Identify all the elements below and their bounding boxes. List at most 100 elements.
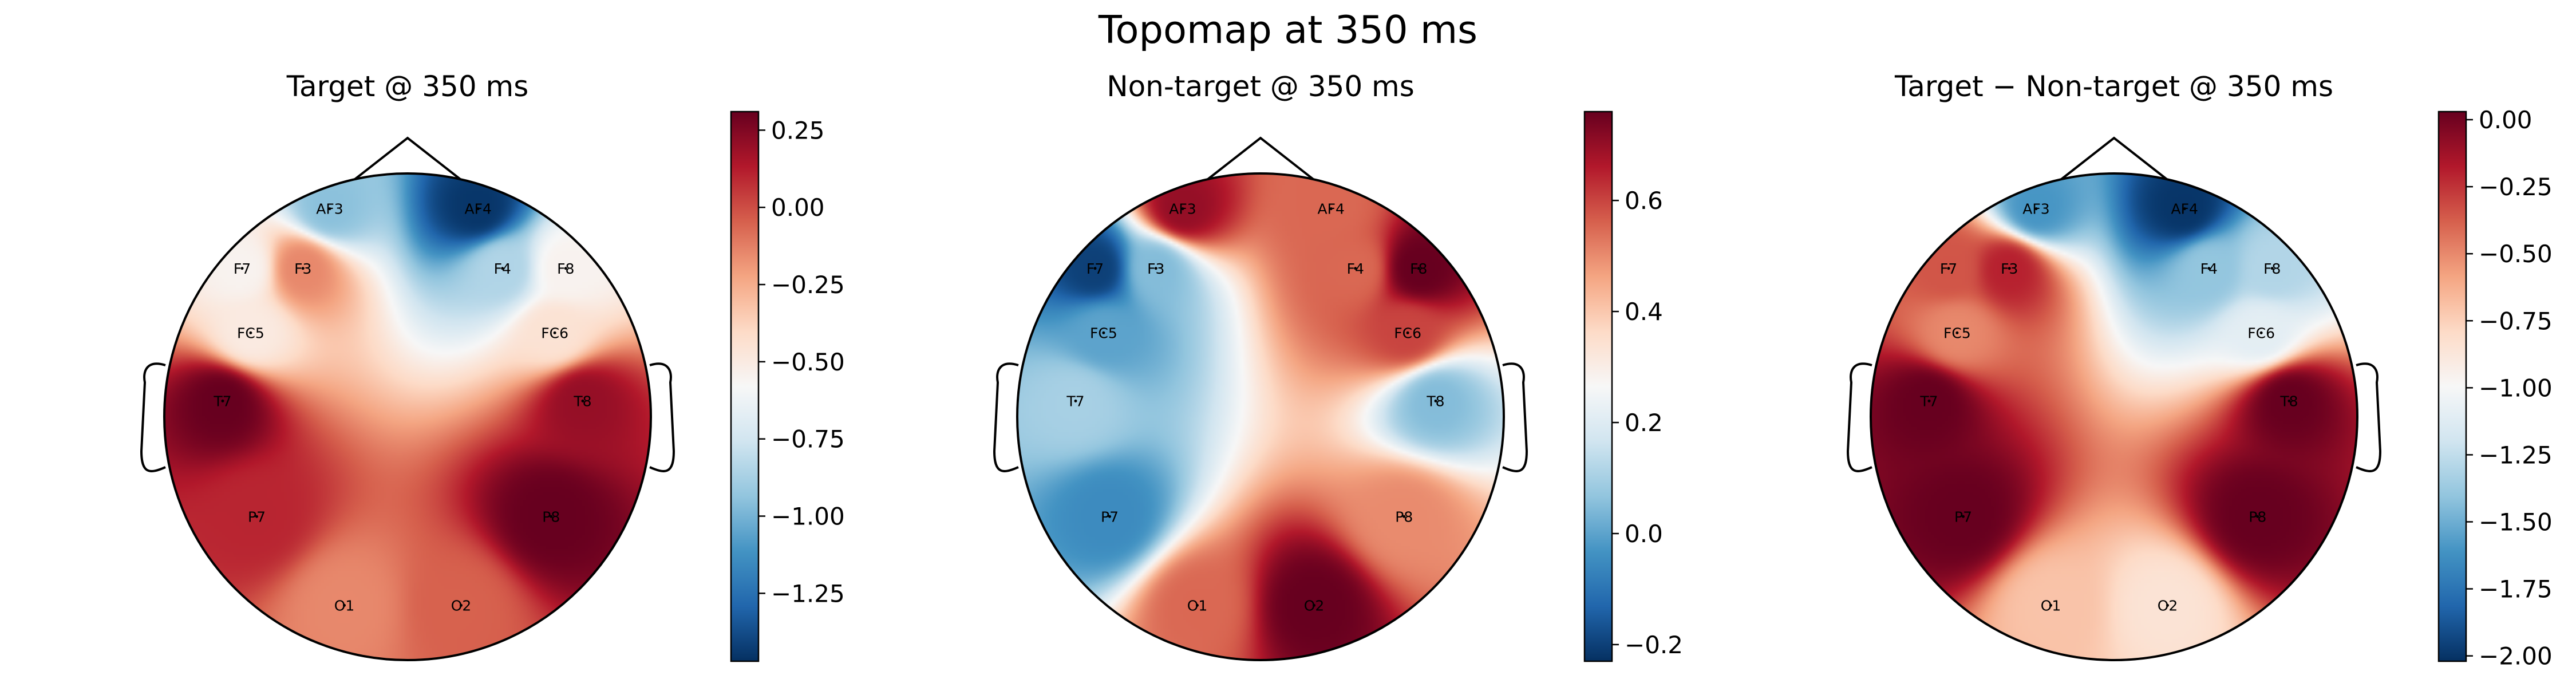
channel-label: P8 — [542, 508, 560, 525]
channel-label: P7 — [248, 508, 266, 525]
nose-outline — [1207, 136, 1314, 180]
colorbar-tick-label: −0.75 — [2479, 307, 2553, 335]
colorbar-tick-label: −1.25 — [2479, 441, 2553, 469]
channel-label: F8 — [557, 260, 574, 277]
colorbar-tick-label: −0.25 — [2479, 173, 2553, 201]
right-ear-outline — [1502, 362, 1528, 472]
colorbar-tick-label: −0.50 — [771, 348, 845, 376]
channel-marker — [553, 331, 556, 334]
right-ear-outline — [649, 362, 675, 472]
figure-title: Topomap at 350 ms — [1098, 7, 1477, 52]
channel-label: F3 — [294, 260, 311, 277]
channel-label: AF4 — [1318, 201, 1345, 218]
channel-label: O2 — [451, 597, 472, 614]
left-ear-outline — [140, 362, 166, 472]
channel-label: AF4 — [2171, 201, 2198, 218]
channel-label: T8 — [573, 393, 591, 409]
channel-label: FC5 — [237, 325, 264, 341]
colorbar-tick-label: −0.2 — [1625, 631, 1683, 659]
channel-marker — [1434, 399, 1437, 402]
head-outline — [163, 172, 652, 661]
colorbar-tick-label: −1.00 — [771, 503, 845, 531]
channel-label: F4 — [494, 260, 511, 277]
channel-marker — [1154, 267, 1157, 270]
colorbar: 0.6 0.4 0.2 0.0 −0.2 — [1583, 110, 1683, 662]
colorbar: 0.25 0.00 −0.25 −0.50 −0.75 −1.00 −1.25 — [730, 110, 845, 662]
channel-label: F3 — [2001, 260, 2018, 277]
channel-marker — [328, 207, 331, 211]
colorbar-tick-label: 0.4 — [1625, 298, 1663, 326]
topomap-field — [1017, 173, 1504, 660]
colorbar-tick-label: −1.50 — [2479, 508, 2553, 536]
colorbar-frame — [2437, 110, 2467, 662]
right-ear-outline — [2356, 362, 2382, 472]
colorbar-tick-label: 0.25 — [771, 116, 825, 144]
channel-marker — [1962, 515, 1965, 518]
channel-label: T7 — [1066, 393, 1084, 409]
channel-label: FC6 — [2247, 325, 2275, 341]
channel-label: F8 — [2263, 260, 2281, 277]
channel-marker — [343, 603, 346, 607]
colorbar-tick-label: 0.2 — [1625, 409, 1663, 437]
channel-marker — [2166, 603, 2169, 607]
colorbar-tick-label: 0.00 — [771, 194, 825, 222]
channel-marker — [1102, 331, 1105, 334]
channel-label: O2 — [2158, 597, 2178, 614]
channel-label: T8 — [2279, 393, 2298, 409]
channel-marker — [2034, 207, 2038, 211]
colorbar-tick-label: −1.25 — [771, 579, 845, 607]
channel-label: F7 — [1086, 260, 1104, 277]
panel-title: Non-target @ 350 ms — [1107, 70, 1415, 103]
channel-label: FC5 — [1943, 325, 1971, 341]
topomap-field — [164, 173, 651, 660]
channel-label: T7 — [1919, 393, 1938, 409]
colorbar-tick-label: −1.00 — [2479, 374, 2553, 402]
channel-label: P8 — [2249, 508, 2266, 525]
channel-marker — [2259, 331, 2263, 334]
channel-marker — [1074, 399, 1077, 402]
channel-marker — [1417, 267, 1420, 270]
topomap-panel: Non-target @ 350 ms AF3 AF4 F7 F3 F4 F8 FC5 FC6 T… — [993, 70, 1683, 662]
channel-marker — [2207, 267, 2211, 270]
colorbar-gradient — [731, 112, 758, 661]
channel-marker — [1181, 207, 1184, 211]
head-outline — [1870, 172, 2358, 661]
nose-outline — [2060, 136, 2168, 180]
panel-title: Target − Non-target @ 350 ms — [1894, 70, 2333, 103]
nose-outline — [354, 136, 461, 180]
channel-label: FC5 — [1090, 325, 1117, 341]
channel-marker — [301, 267, 305, 270]
channel-marker — [2049, 603, 2052, 607]
channel-label: T7 — [213, 393, 231, 409]
topomap-panel: Target − Non-target @ 350 ms AF3 AF4 F7 F3 F4… — [1846, 70, 2553, 670]
channel-marker — [1329, 207, 1333, 211]
colorbar-tick-label: −0.50 — [2479, 240, 2553, 268]
channel-label: P8 — [1395, 508, 1413, 525]
channel-label: F8 — [1410, 260, 1427, 277]
channel-marker — [255, 515, 258, 518]
channel-marker — [1955, 331, 1959, 334]
channel-marker — [476, 207, 480, 211]
channel-marker — [564, 267, 567, 270]
channel-marker — [501, 267, 504, 270]
channel-label: F4 — [1347, 260, 1364, 277]
channel-marker — [550, 515, 553, 518]
channel-label: AF4 — [465, 201, 492, 218]
channel-label: P7 — [1954, 508, 1972, 525]
channel-label: O2 — [1304, 597, 1325, 614]
channel-label: F3 — [1147, 260, 1164, 277]
channel-marker — [581, 399, 584, 402]
colorbar-frame — [1583, 110, 1613, 662]
head-outline — [1016, 172, 1505, 661]
colorbar-gradient — [2439, 112, 2466, 661]
channel-marker — [221, 399, 224, 402]
channel-marker — [2183, 207, 2186, 211]
channel-label: O1 — [1187, 597, 1208, 614]
channel-marker — [1108, 515, 1111, 518]
left-ear-outline — [993, 362, 1019, 472]
channel-label: FC6 — [1394, 325, 1421, 341]
channel-marker — [2008, 267, 2011, 270]
colorbar-frame — [730, 110, 760, 662]
channel-marker — [1402, 515, 1406, 518]
colorbar-tick-label: 0.0 — [1625, 520, 1663, 548]
